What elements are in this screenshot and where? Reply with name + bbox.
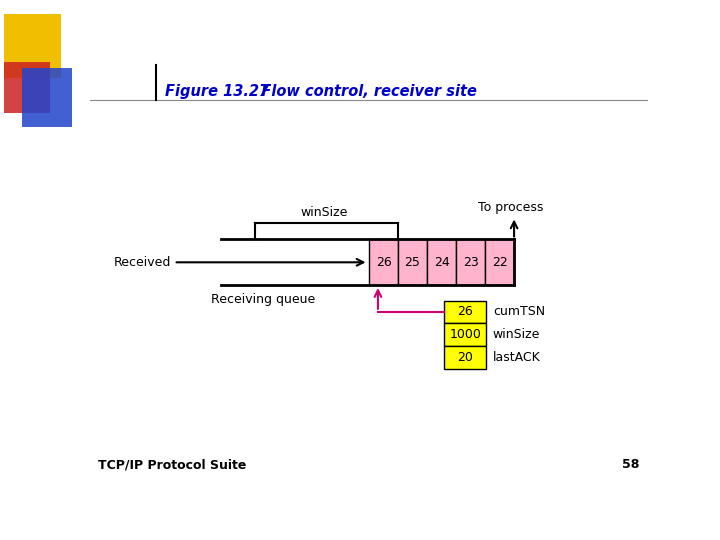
Text: 24: 24 (433, 256, 449, 269)
Bar (485, 239, 514, 285)
Text: lastACK: lastACK (493, 351, 541, 364)
Text: winSize: winSize (301, 206, 348, 219)
Bar (398, 239, 427, 285)
Text: Figure 13.27: Figure 13.27 (166, 84, 269, 98)
Text: Flow control, receiver site: Flow control, receiver site (246, 84, 477, 98)
Text: 58: 58 (622, 458, 639, 471)
Text: winSize: winSize (493, 328, 540, 341)
Bar (369, 239, 398, 285)
Text: cumTSN: cumTSN (493, 306, 545, 319)
Bar (444, 301, 486, 323)
Text: Receiving queue: Receiving queue (211, 293, 315, 306)
Text: TCP/IP Protocol Suite: TCP/IP Protocol Suite (99, 458, 247, 471)
Bar (456, 239, 485, 285)
Text: Received: Received (114, 256, 171, 269)
Text: 23: 23 (463, 256, 478, 269)
Text: 20: 20 (457, 351, 473, 364)
Text: 26: 26 (457, 306, 473, 319)
Text: To process: To process (478, 201, 543, 214)
Text: 25: 25 (405, 256, 420, 269)
Text: 22: 22 (492, 256, 508, 269)
Bar (444, 323, 486, 346)
Text: 26: 26 (376, 256, 392, 269)
Text: 1000: 1000 (449, 328, 481, 341)
Bar (427, 239, 456, 285)
Bar (444, 346, 486, 369)
